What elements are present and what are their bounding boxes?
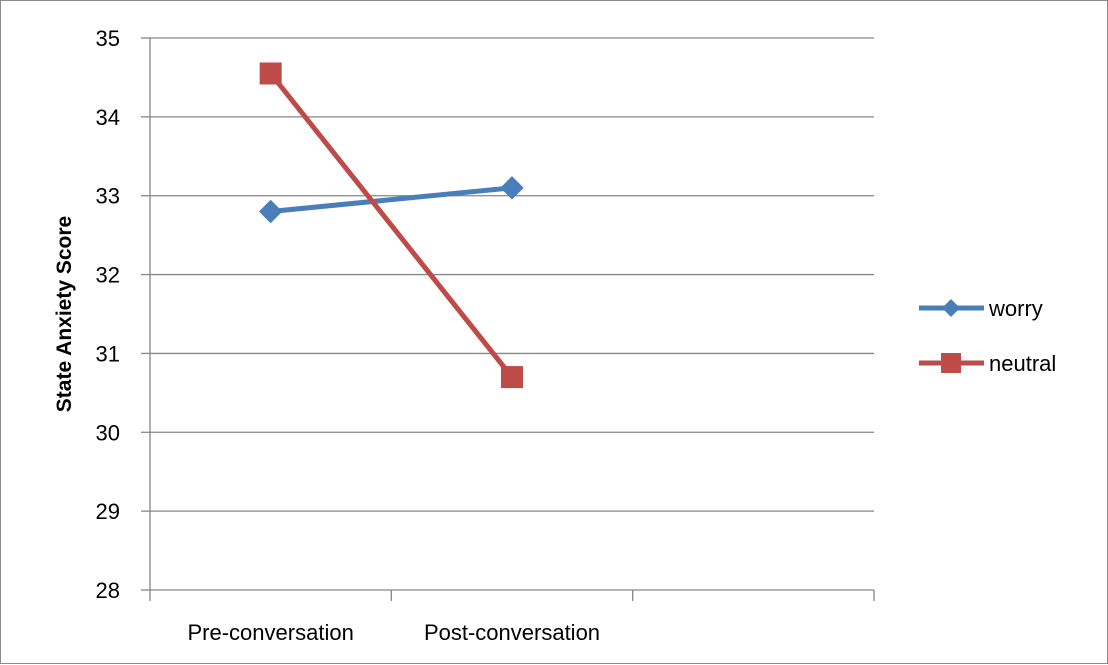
y-tick-label: 31 [96, 341, 120, 366]
series-worry [258, 176, 524, 224]
legend-label-worry: worry [988, 296, 1043, 321]
data-point-neutral-0 [259, 62, 282, 85]
y-tick-label: 35 [96, 26, 120, 51]
axes [141, 37, 875, 601]
y-tick-label: 30 [96, 420, 120, 445]
x-tick-label: Post-conversation [424, 620, 600, 645]
series-layer [258, 62, 524, 389]
y-tick-label: 34 [96, 105, 120, 130]
series-neutral [259, 62, 523, 389]
series-line-worry [270, 185, 513, 214]
data-point-worry-0 [258, 199, 283, 224]
y-tick-label: 33 [96, 184, 120, 209]
y-tick-label: 29 [96, 499, 120, 524]
legend: worry neutral [919, 296, 1056, 376]
y-axis-title: State Anxiety Score [53, 216, 76, 412]
data-point-worry-1 [500, 176, 524, 200]
legend-label-neutral: neutral [989, 351, 1056, 376]
data-point-neutral-1 [501, 366, 523, 389]
x-tick-labels: Pre-conversation Post-conversation [188, 620, 601, 645]
series-line-neutral [268, 71, 514, 379]
y-tick-labels: 28 29 30 31 32 33 34 35 [96, 26, 120, 603]
y-tick-label: 28 [96, 578, 120, 603]
x-tick-label: Pre-conversation [188, 620, 354, 645]
legend-marker-neutral [941, 353, 961, 373]
gridlines [150, 37, 874, 512]
y-tick-label: 32 [96, 263, 120, 288]
legend-marker-worry [942, 299, 960, 317]
legend-item-worry: worry [919, 296, 1043, 321]
legend-item-neutral: neutral [919, 351, 1056, 376]
